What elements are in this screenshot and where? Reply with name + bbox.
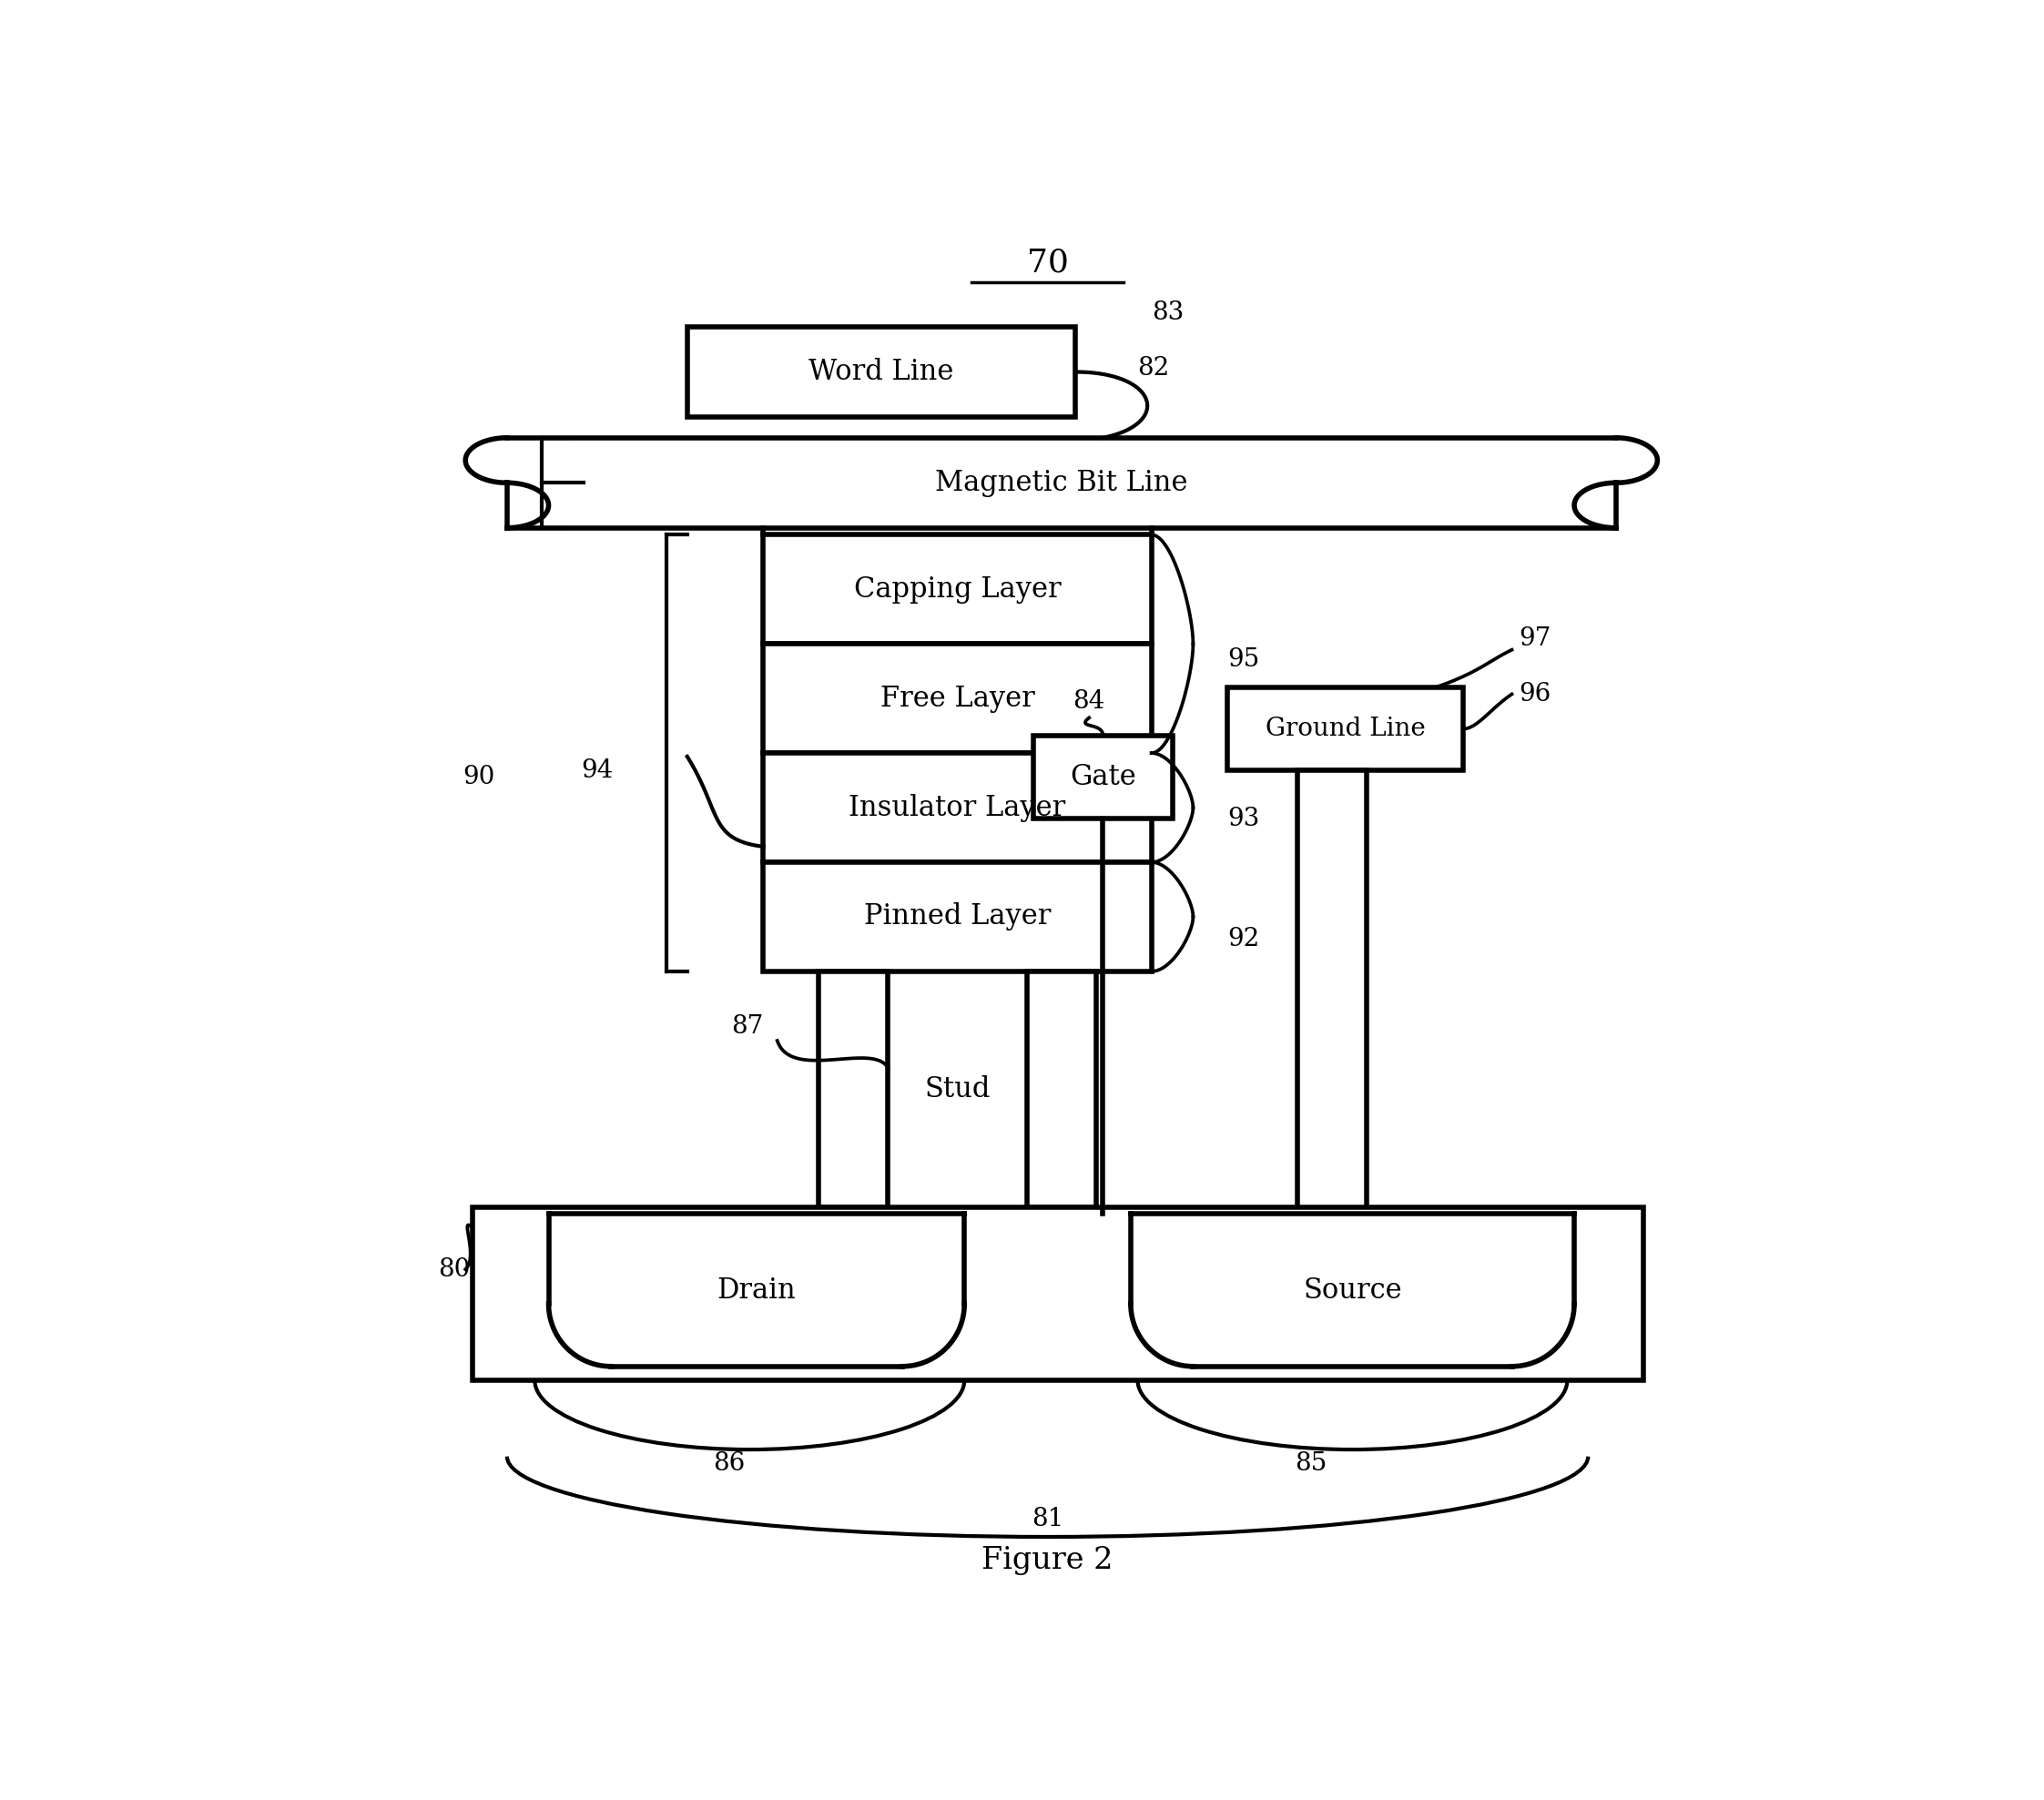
Text: 94: 94	[580, 758, 613, 783]
Text: Insulator Layer: Insulator Layer	[848, 794, 1065, 823]
Text: 70: 70	[1026, 247, 1069, 279]
Text: Magnetic Bit Line: Magnetic Bit Line	[934, 468, 1188, 497]
Text: 81: 81	[1032, 1507, 1063, 1532]
Bar	[762, 862, 1151, 972]
Text: 92: 92	[1228, 927, 1259, 952]
Text: Capping Layer: Capping Layer	[854, 576, 1061, 603]
Bar	[1298, 770, 1365, 1213]
Text: Free Layer: Free Layer	[881, 684, 1034, 713]
Bar	[1228, 688, 1464, 770]
Text: 85: 85	[1294, 1451, 1327, 1476]
Text: Ground Line: Ground Line	[1265, 716, 1425, 742]
Polygon shape	[507, 437, 1617, 527]
Text: 97: 97	[1519, 626, 1551, 652]
Bar	[820, 972, 889, 1208]
Text: 96: 96	[1519, 682, 1551, 706]
Bar	[762, 644, 1151, 752]
Bar	[762, 535, 1151, 644]
Text: 82: 82	[1139, 356, 1169, 382]
Text: Drain: Drain	[717, 1276, 795, 1305]
Text: 87: 87	[732, 1015, 762, 1039]
Text: Source: Source	[1302, 1276, 1402, 1305]
Text: 86: 86	[713, 1451, 744, 1476]
Text: 80: 80	[437, 1256, 470, 1282]
Text: 84: 84	[1073, 689, 1106, 713]
Text: 95: 95	[1228, 648, 1259, 671]
Text: Gate: Gate	[1069, 763, 1136, 792]
Text: Pinned Layer: Pinned Layer	[865, 902, 1051, 931]
Text: 93: 93	[1228, 806, 1259, 832]
Bar	[762, 752, 1151, 862]
Bar	[687, 328, 1075, 418]
Text: 90: 90	[464, 765, 495, 790]
Text: Figure 2: Figure 2	[981, 1546, 1114, 1575]
Text: 83: 83	[1151, 301, 1183, 326]
Text: Stud: Stud	[924, 1075, 991, 1103]
Bar	[1026, 972, 1096, 1208]
Bar	[472, 1208, 1643, 1381]
Bar	[1034, 736, 1173, 819]
Text: Word Line: Word Line	[809, 358, 955, 385]
